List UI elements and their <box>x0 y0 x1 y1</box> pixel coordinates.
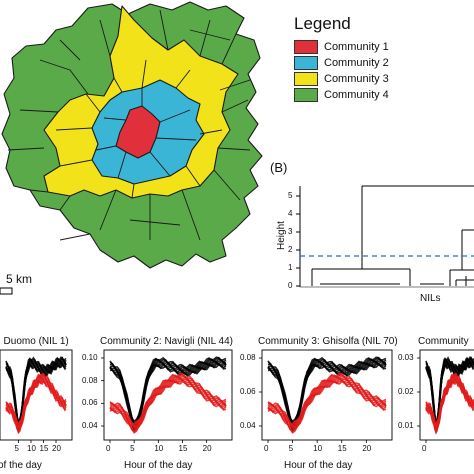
dendrogram-y-ticks <box>296 195 300 287</box>
panel-4-y-tick-label: 0.03 <box>398 353 414 362</box>
panel-3-y-tick-label: 0.08 <box>240 353 256 362</box>
dendrogram-tick-0: 0 <box>288 281 293 290</box>
panel-2-x-tick-label: 15 <box>178 444 188 453</box>
timeseries-area <box>0 349 474 443</box>
panel-3-x-tick-label: 10 <box>313 444 323 453</box>
legend-item-community-1: Community 1 <box>294 40 389 54</box>
panel-4-red-series-line <box>425 372 474 425</box>
panel-4-y-tick-label: 0.01 <box>398 421 414 430</box>
dendrogram-tick-4: 4 <box>288 209 293 218</box>
panel-1-x-tick-label: 20 <box>52 444 61 453</box>
panel-3-black-series-line <box>267 356 387 423</box>
legend-swatch-1 <box>294 40 318 54</box>
panel-3-y-tick-label: 0.06 <box>240 387 256 396</box>
dendrogram-tick-5: 5 <box>288 191 293 200</box>
scale-bar <box>0 287 13 295</box>
panel-label-b: (B) <box>270 160 288 175</box>
dendrogram-plot <box>296 185 474 288</box>
panel-2-x-tick-label: 0 <box>106 444 111 453</box>
panel-3-x-title: Hour of the day <box>284 460 353 471</box>
panel-2-red-series-line <box>109 372 227 425</box>
panel-2-y-tick-label: 0.06 <box>82 398 98 408</box>
panel-2-y-tick-label: 0.10 <box>82 353 98 362</box>
panel-3-frame <box>261 349 393 441</box>
panel-2-title: Community 2: Navigli (NIL 44) <box>100 336 234 347</box>
milan-map <box>1 1 263 269</box>
community-1-region <box>115 105 161 159</box>
panel-1-x-tick-label: 15 <box>39 444 49 453</box>
panel-4-black-series-line <box>425 356 474 425</box>
panel-2-x-tick-label: 5 <box>130 444 135 453</box>
dendrogram-y-label: Height <box>276 221 287 250</box>
panel-3-y-tick-label: 0.04 <box>240 421 256 430</box>
panel-2-x-title: Hour of the day <box>124 460 193 471</box>
panel-2-y-tick-label: 0.08 <box>82 375 98 385</box>
panel-1-red-series-line <box>5 372 67 425</box>
legend-label-1: Community 1 <box>324 41 389 53</box>
dendrogram-branches <box>311 185 474 286</box>
legend-item-community-2: Community 2 <box>294 56 389 70</box>
panel-1-x-tick-label: 5 <box>14 444 19 453</box>
panel-3-x-tick-label: 0 <box>264 444 269 453</box>
panel-4-y-tick-label: 0.02 <box>398 387 414 396</box>
panel-1-x-title: of the day <box>0 460 42 471</box>
dendrogram-x-label: NILs <box>420 293 441 304</box>
legend-label-4: Community 4 <box>324 89 389 101</box>
panel-1-frame <box>0 349 73 441</box>
panel-3-x-tick-label: 20 <box>362 444 372 453</box>
panel-3-x-tick-label: 15 <box>337 444 347 453</box>
panel-2-x-tick-label: 10 <box>154 444 164 453</box>
panel-2-frame <box>103 349 233 441</box>
panel-4-frame <box>419 349 474 441</box>
panel-1-black-series-line <box>5 356 67 424</box>
dendrogram-tick-2: 2 <box>288 245 293 254</box>
panel-4-x-tick-label: 0 <box>422 444 427 453</box>
panel-3-red-series-line <box>267 372 387 425</box>
legend-title: Legend <box>294 14 351 33</box>
panel-3-title: Community 3: Ghisolfa (NIL 70) <box>258 336 398 347</box>
panel-4-title: Community <box>418 336 469 347</box>
legend-label-2: Community 2 <box>324 57 389 69</box>
legend-item-community-3: Community 3 <box>294 72 389 86</box>
legend-label-3: Community 3 <box>324 73 389 85</box>
scale-label: 5 km <box>6 272 33 286</box>
panel-2-black-series-line <box>109 356 227 423</box>
panel-2-x-tick-label: 20 <box>202 444 212 453</box>
legend-swatch-2 <box>294 56 318 70</box>
dendrogram-tick-1: 1 <box>288 263 293 272</box>
dendrogram-tick-3: 3 <box>288 227 293 236</box>
district-borders <box>7 9 251 241</box>
legend-item-community-4: Community 4 <box>294 88 389 102</box>
panel-2-y-tick-label: 0.04 <box>82 421 98 430</box>
panel-3-x-tick-label: 5 <box>288 444 294 453</box>
panel-1-title: : Duomo (NIL 1) <box>0 336 69 347</box>
legend-swatch-3 <box>294 72 318 86</box>
panel-1-x-tick-label: 10 <box>27 444 36 453</box>
legend-swatch-4 <box>294 88 318 102</box>
